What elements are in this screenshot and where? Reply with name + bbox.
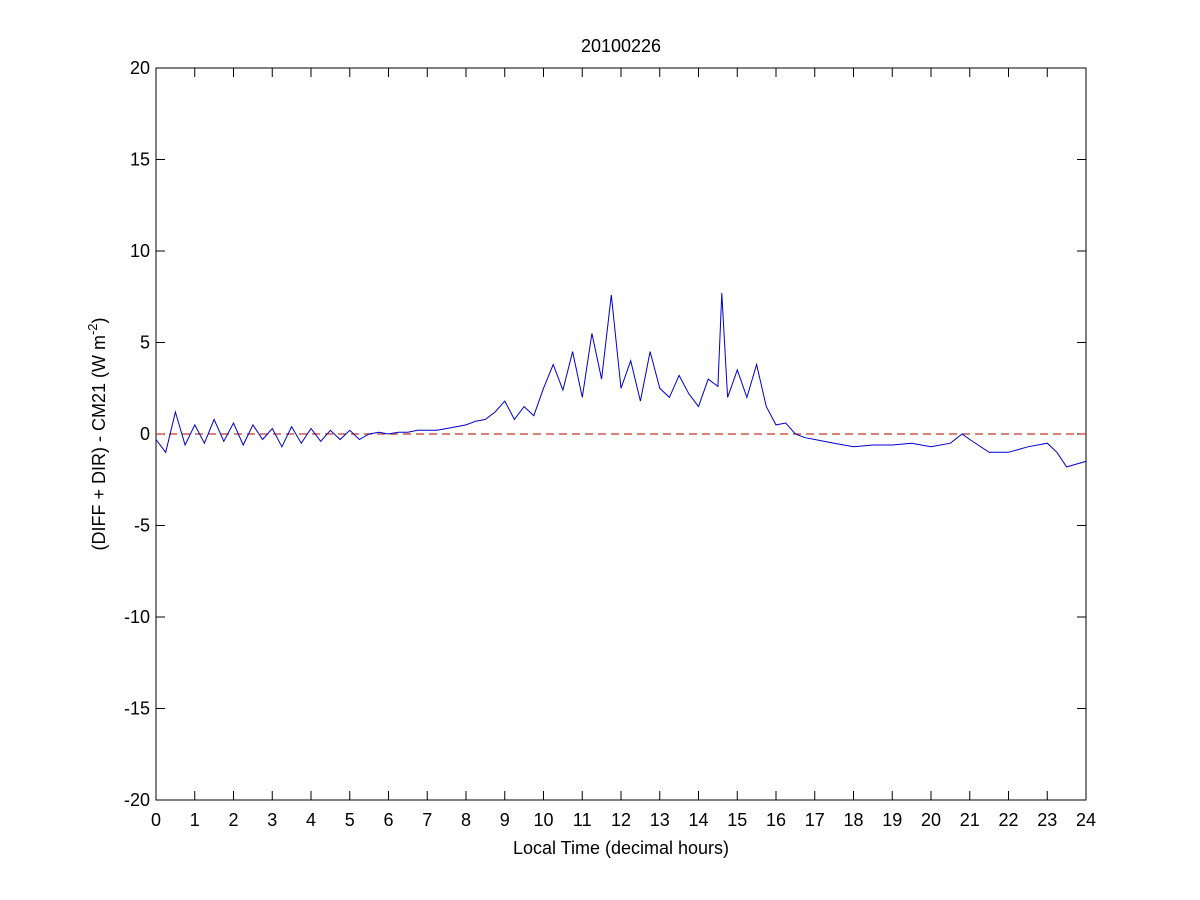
y-tick-label: -5: [134, 516, 150, 536]
data-line: [155, 293, 1087, 468]
x-tick-label: 2: [228, 810, 238, 830]
x-tick-label: 22: [998, 810, 1018, 830]
x-tick-label: 10: [533, 810, 553, 830]
x-tick-label: 21: [960, 810, 980, 830]
x-tick-label: 20: [921, 810, 941, 830]
y-axis-label-sup: -2: [85, 323, 100, 335]
y-tick-label: 0: [140, 424, 150, 444]
y-tick-label: 5: [140, 333, 150, 353]
x-tick-label: 3: [267, 810, 277, 830]
chart-title: 20100226: [581, 36, 661, 56]
x-tick-label: 19: [882, 810, 902, 830]
x-tick-label: 18: [843, 810, 863, 830]
x-tick-label: 9: [500, 810, 510, 830]
y-tick-label: -20: [124, 790, 150, 810]
y-tick-label: 20: [130, 58, 150, 78]
x-tick-label: 7: [422, 810, 432, 830]
y-tick-label: 10: [130, 241, 150, 261]
y-tick-label: -15: [124, 699, 150, 719]
x-tick-label: 14: [688, 810, 708, 830]
x-axis-label: Local Time (decimal hours): [513, 838, 729, 858]
x-tick-label: 17: [805, 810, 825, 830]
x-tick-label: 5: [345, 810, 355, 830]
x-tick-label: 0: [151, 810, 161, 830]
y-axis-label-end: ): [89, 317, 109, 323]
x-tick-label: 15: [727, 810, 747, 830]
x-tick-label: 12: [611, 810, 631, 830]
x-tick-label: 4: [306, 810, 316, 830]
y-tick-label: 15: [130, 150, 150, 170]
x-tick-label: 23: [1037, 810, 1057, 830]
x-tick-label: 6: [383, 810, 393, 830]
y-tick-label: -10: [124, 607, 150, 627]
x-tick-label: 16: [766, 810, 786, 830]
x-tick-label: 8: [461, 810, 471, 830]
x-tick-label: 11: [573, 810, 592, 830]
x-tick-label: 24: [1076, 810, 1096, 830]
x-tick-label: 13: [650, 810, 670, 830]
y-axis-label: (DIFF + DIR) - CM21 (W m-2): [85, 317, 109, 550]
y-axis-label-text: (DIFF + DIR) - CM21 (W m: [89, 335, 109, 550]
x-tick-label: 1: [190, 810, 200, 830]
